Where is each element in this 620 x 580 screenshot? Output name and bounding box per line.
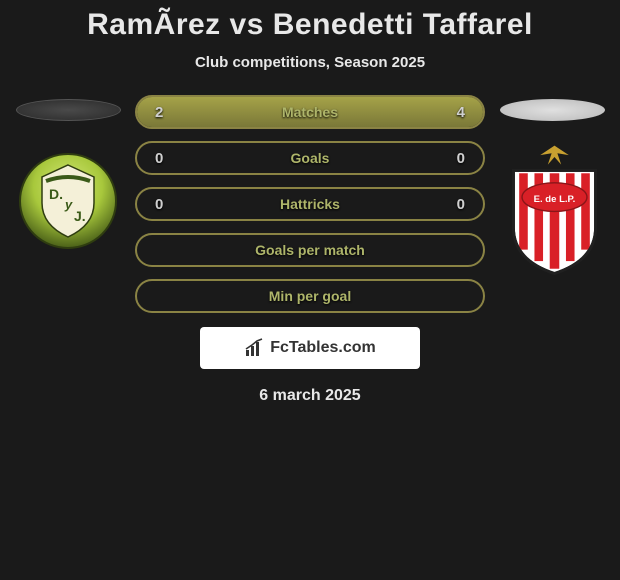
brand-watermark: FcTables.com [200,327,420,369]
stat-label: Min per goal [269,288,351,304]
left-player-col: D. y J. [13,99,123,251]
stat-label: Matches [282,104,338,120]
stat-row-goals-per-match: Goals per match [135,233,485,267]
stat-right-value: 0 [447,150,465,167]
stat-label: Goals [291,150,330,166]
stat-right-value: 0 [447,196,465,213]
stat-right-value: 4 [447,104,465,121]
right-player-col: E. de L.P. [497,99,607,243]
comparison-card: RamÃ­rez vs Benedetti Taffarel Club comp… [0,0,620,405]
left-team-badge: D. y J. [18,151,118,251]
date-label: 6 march 2025 [0,387,620,405]
stats-column: 2 Matches 4 0 Goals 0 0 Hattricks 0 Goal… [135,95,485,313]
estudiantes-icon: E. de L.P. [502,143,607,278]
svg-text:D.: D. [49,186,63,202]
stat-row-hattricks: 0 Hattricks 0 [135,187,485,221]
brand-label: FcTables.com [270,339,376,357]
chart-icon [244,338,266,358]
defensa-y-justicia-icon: D. y J. [18,151,118,251]
stat-left-value: 2 [155,104,173,121]
stat-row-goals: 0 Goals 0 [135,141,485,175]
stat-label: Hattricks [280,196,340,212]
stat-left-value: 0 [155,196,173,213]
right-team-badge: E. de L.P. [502,143,602,243]
right-player-avatar-placeholder [500,99,605,121]
main-row: D. y J. 2 Matches 4 0 Goals 0 [0,99,620,313]
svg-text:J.: J. [74,208,86,224]
svg-text:E. de L.P.: E. de L.P. [534,194,576,205]
stat-left-value: 0 [155,150,173,167]
stat-row-matches: 2 Matches 4 [135,95,485,129]
stat-label: Goals per match [255,242,365,258]
left-player-avatar-placeholder [16,99,121,121]
subtitle: Club competitions, Season 2025 [0,54,620,71]
stat-row-min-per-goal: Min per goal [135,279,485,313]
page-title: RamÃ­rez vs Benedetti Taffarel [0,8,620,42]
svg-text:y: y [64,197,73,212]
